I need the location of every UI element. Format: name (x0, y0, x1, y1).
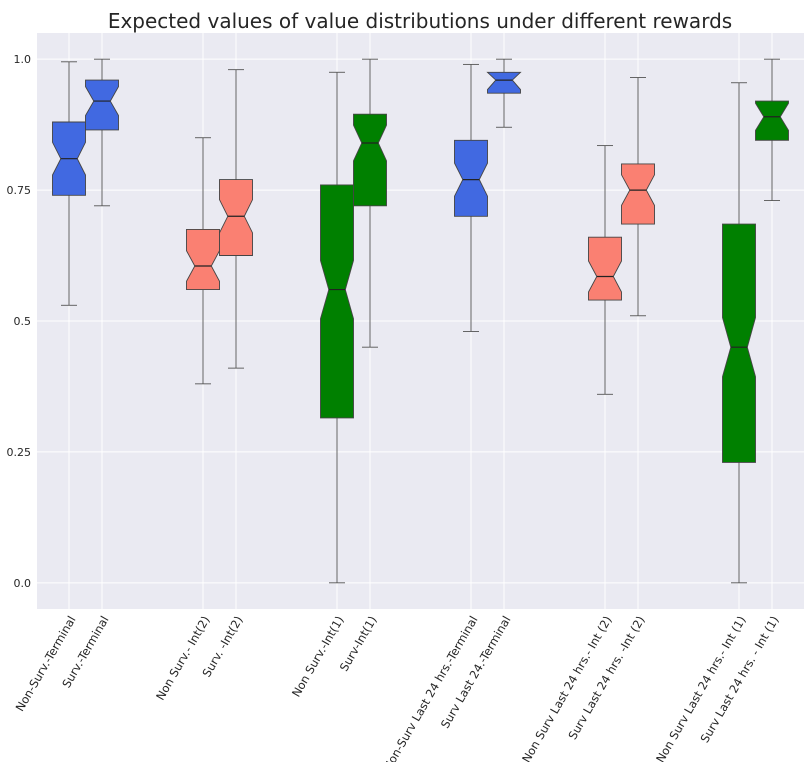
box-body (486, 71, 522, 94)
box-12 (755, 58, 789, 202)
box-body (219, 179, 253, 256)
box-body (621, 163, 655, 225)
x-tick-label: Non-Surv.-Terminal (13, 614, 79, 714)
y-tick-label: 0.5 (14, 315, 32, 328)
box-body (320, 184, 354, 419)
y-axis: 0.0 0.25 0.5 0.75 1.0 (7, 53, 32, 590)
box-9 (588, 145, 622, 395)
boxes (52, 58, 789, 584)
y-tick-label: 1.0 (14, 53, 32, 66)
y-tick-label: 0.75 (7, 184, 32, 197)
box-4 (219, 69, 253, 369)
chart-title: Expected values of value distributions u… (108, 9, 732, 33)
y-tick-label: 0.0 (14, 577, 32, 590)
box-body (755, 100, 789, 141)
box-7 (454, 63, 488, 332)
box-body (353, 113, 387, 207)
box-10 (621, 77, 655, 317)
box-11 (722, 82, 756, 584)
box-8 (486, 58, 522, 128)
box-body (85, 79, 119, 131)
box-body (454, 139, 488, 217)
y-tick-label: 0.25 (7, 446, 32, 459)
box-body (186, 228, 220, 291)
box-6 (353, 58, 387, 348)
x-tick-label: Non Surv.-Int(1) (289, 614, 347, 700)
box-2 (85, 58, 119, 207)
box-body (722, 223, 756, 463)
box-3 (186, 137, 220, 385)
box-body (588, 236, 622, 301)
x-tick-label: Non Surv.- Int(2) (153, 614, 213, 703)
